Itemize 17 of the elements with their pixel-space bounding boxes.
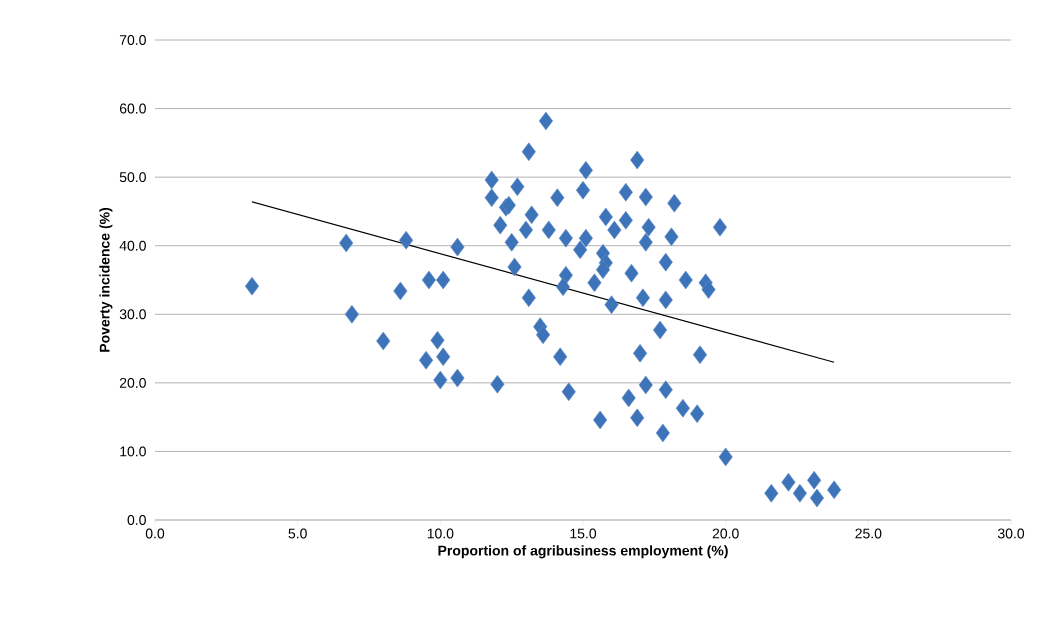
y-tick-label: 0.0 — [127, 515, 146, 525]
x-tick-label: 5.0 — [288, 528, 307, 539]
y-tick-label: 20.0 — [119, 377, 146, 388]
y-tick-label: 40.0 — [119, 240, 146, 251]
x-axis-title: Proportion of agribusiness employment (%) — [438, 545, 728, 559]
y-tick-label: 60.0 — [119, 103, 146, 114]
y-axis-title: Poverty incidence (%) — [99, 207, 113, 352]
y-tick-label: 70.0 — [119, 35, 146, 45]
y-tick-label: 30.0 — [119, 309, 146, 320]
x-tick-label: 20.0 — [712, 528, 739, 539]
y-tick-label: 50.0 — [119, 172, 146, 183]
x-tick-label: 15.0 — [570, 528, 597, 539]
x-tick-label: 30.0 — [997, 528, 1025, 539]
x-tick-label: 0.0 — [145, 528, 165, 539]
x-tick-label: 25.0 — [855, 528, 882, 539]
y-tick-label: 10.0 — [120, 446, 146, 457]
x-tick-label: 10.0 — [427, 528, 454, 539]
